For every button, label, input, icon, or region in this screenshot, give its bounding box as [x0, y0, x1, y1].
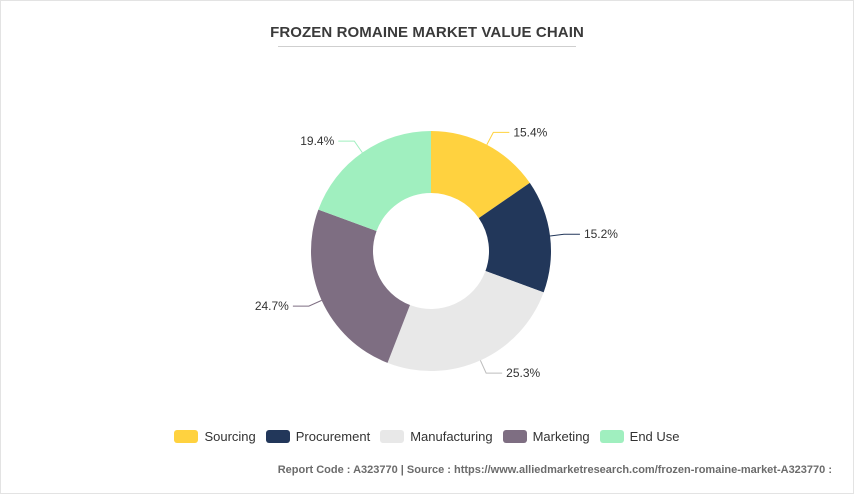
slice-procurement — [478, 182, 552, 293]
title-underline — [278, 46, 576, 47]
leader-line-marketing — [292, 299, 322, 307]
legend-swatch — [380, 430, 405, 443]
legend-label: Sourcing — [204, 429, 256, 444]
leader-line-end-use — [338, 140, 363, 153]
legend-swatch — [502, 430, 527, 443]
legend-item-manufacturing[interactable]: Manufacturing — [380, 429, 493, 444]
leader-line-procurement — [549, 233, 580, 237]
leader-line-manufacturing — [479, 360, 503, 374]
legend-swatch — [265, 430, 290, 443]
legend-label: End Use — [629, 429, 680, 444]
data-label-marketing: 24.7% — [255, 299, 289, 313]
legend-item-procurement[interactable]: Procurement — [265, 429, 371, 444]
legend-item-sourcing[interactable]: Sourcing — [174, 429, 256, 444]
leader-line-sourcing — [486, 131, 510, 146]
legend-swatch — [599, 430, 624, 443]
legend-item-marketing[interactable]: Marketing — [502, 429, 590, 444]
data-label-end-use: 19.4% — [300, 134, 334, 148]
slice-manufacturing — [387, 270, 544, 372]
slice-sourcing — [431, 131, 530, 219]
legend-label: Procurement — [295, 429, 371, 444]
legend-item-end-use[interactable]: End Use — [599, 429, 680, 444]
slice-end-use — [318, 131, 431, 232]
data-label-sourcing: 15.4% — [513, 125, 547, 139]
legend-swatch — [174, 430, 199, 443]
data-label-manufacturing: 25.3% — [506, 366, 540, 380]
chart-title: FROZEN ROMAINE MARKET VALUE CHAIN — [270, 24, 584, 41]
source-footer: Report Code : A323770 | Source : https:/… — [277, 464, 832, 476]
legend-label: Marketing — [532, 429, 590, 444]
legend-label: Manufacturing — [410, 429, 493, 444]
slice-marketing — [310, 209, 410, 363]
data-label-procurement: 15.2% — [584, 227, 618, 241]
chart-legend: Sourcing Procurement Manufacturing Marketin… — [0, 429, 854, 444]
